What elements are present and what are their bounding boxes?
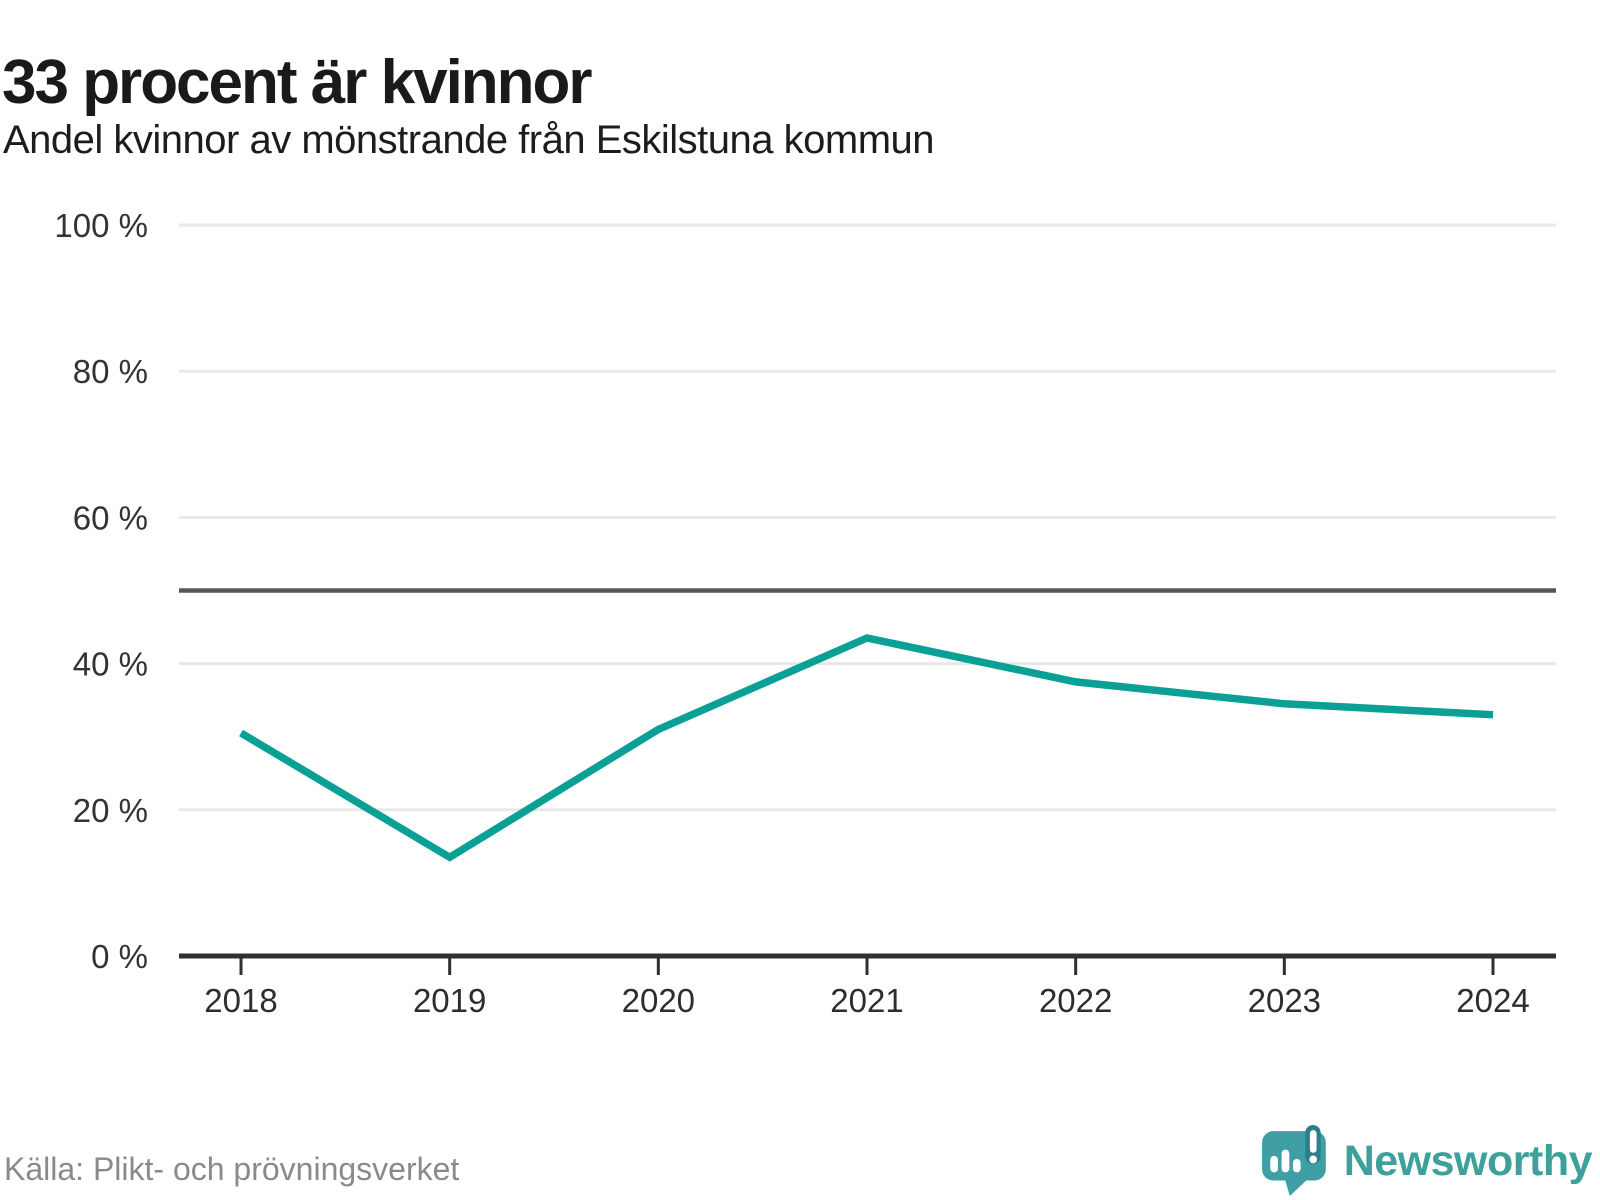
x-axis bbox=[179, 953, 1556, 975]
y-tick-label-100: 100 % bbox=[54, 207, 148, 244]
y-tick-label-40: 40 % bbox=[73, 646, 148, 683]
x-tick-label-2022: 2022 bbox=[1039, 982, 1112, 1019]
chart-subtitle: Andel kvinnor av mönstrande från Eskilst… bbox=[3, 118, 935, 162]
x-axis-labels: 2018 2019 2020 2021 2022 2023 2024 bbox=[204, 982, 1529, 1019]
newsworthy-brand: Newsworthy bbox=[1261, 1122, 1593, 1200]
y-tick-label-20: 20 % bbox=[73, 792, 148, 829]
chart-title: 33 procent är kvinnor bbox=[2, 47, 593, 117]
data-line-series bbox=[239, 634, 1494, 862]
newsworthy-logo-icon bbox=[1261, 1125, 1326, 1196]
x-tick-label-2021: 2021 bbox=[830, 982, 903, 1019]
data-line bbox=[239, 634, 1494, 862]
source-attribution: Källa: Plikt- och prövningsverket bbox=[4, 1151, 460, 1187]
x-tick-label-2024: 2024 bbox=[1456, 982, 1529, 1019]
y-tick-label-80: 80 % bbox=[73, 353, 148, 390]
gridlines bbox=[179, 223, 1556, 812]
x-tick-label-2018: 2018 bbox=[204, 982, 277, 1019]
x-tick-label-2023: 2023 bbox=[1248, 982, 1321, 1019]
x-tick-label-2019: 2019 bbox=[413, 982, 486, 1019]
y-tick-label-60: 60 % bbox=[73, 499, 148, 536]
x-tick-label-2020: 2020 bbox=[622, 982, 695, 1019]
y-axis-labels: 0 % 20 % 40 % 60 % 80 % 100 % bbox=[54, 207, 148, 975]
y-tick-label-0: 0 % bbox=[91, 938, 148, 975]
newsworthy-wordmark: Newsworthy bbox=[1343, 1137, 1593, 1185]
